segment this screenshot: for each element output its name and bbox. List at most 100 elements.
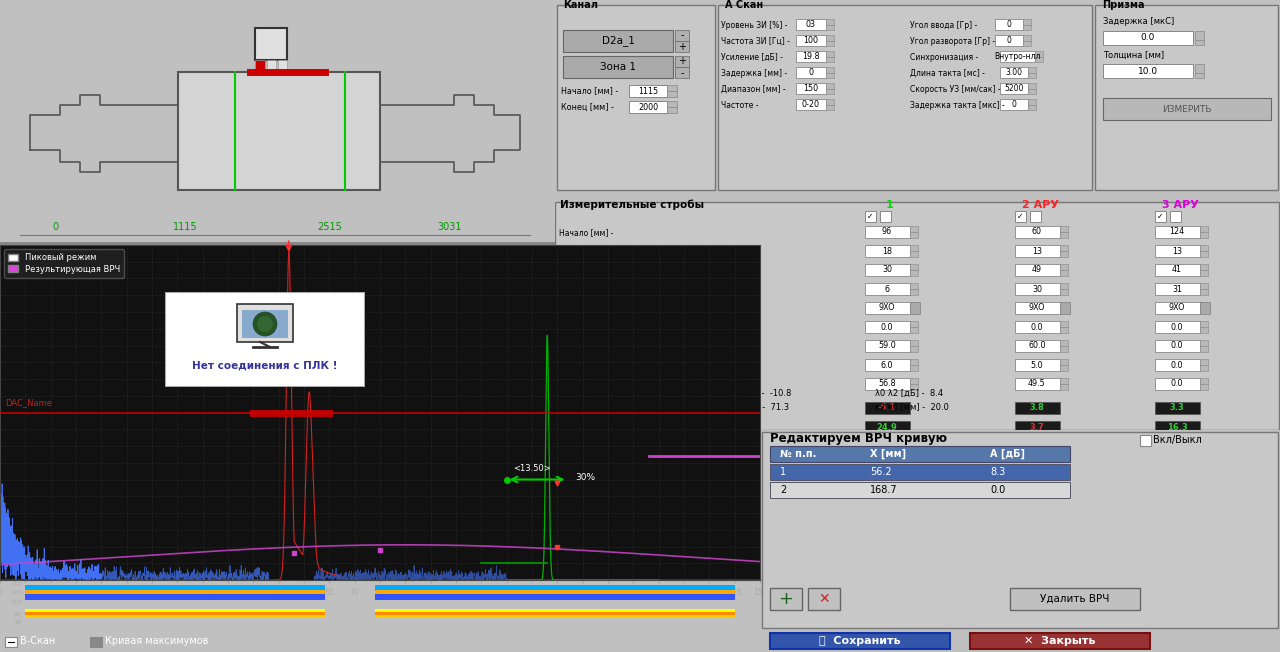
Text: 18: 18 (882, 246, 892, 256)
Bar (1060, 251, 1068, 257)
Bar (26, 590, 325, 594)
Bar (557, 5, 716, 190)
Bar (5, 637, 17, 647)
Bar (826, 104, 835, 110)
Bar (26, 585, 325, 590)
Bar (1155, 359, 1201, 371)
Circle shape (253, 312, 276, 336)
Bar (1201, 283, 1208, 289)
Bar (1155, 378, 1201, 390)
Text: Измерительные стробы: Измерительные стробы (561, 200, 704, 210)
Text: 59.0: 59.0 (878, 342, 896, 351)
Bar (1201, 251, 1208, 257)
Bar (1000, 83, 1028, 94)
Bar (910, 321, 918, 327)
Text: № п.п.: № п.п. (780, 449, 817, 459)
Text: D2a_1: D2a_1 (602, 36, 635, 46)
Bar (1028, 83, 1036, 89)
Bar (1155, 226, 1201, 238)
Text: Канал: Канал (563, 0, 598, 10)
Bar (268, 60, 276, 70)
Text: Скорость УЗ [мм/сак] -: Скорость УЗ [мм/сак] - (910, 85, 1001, 93)
Bar (667, 101, 677, 107)
Text: 49: 49 (1032, 265, 1042, 274)
Text: λ1 λ2 [дБ] -  -10.8: λ1 λ2 [дБ] - -10.8 (716, 389, 791, 398)
Text: 0.0: 0.0 (1171, 342, 1183, 351)
Bar (865, 440, 910, 452)
Bar (826, 72, 835, 78)
Text: 123.6: 123.6 (1164, 441, 1190, 451)
Text: 30: 30 (1032, 284, 1042, 293)
Text: Уровень АРУ [%] -: Уровень АРУ [%] - (559, 342, 630, 351)
Text: λ0 λ1 [дБ] -  19.2: λ0 λ1 [дБ] - 19.2 (559, 389, 632, 398)
Bar (1140, 435, 1151, 446)
Bar (1060, 283, 1068, 289)
Text: Зона 1: Зона 1 (600, 62, 636, 72)
Text: 16.3: 16.3 (1166, 422, 1188, 432)
Text: +: + (678, 42, 686, 52)
Text: Удалить ВРЧ: Удалить ВРЧ (1041, 594, 1110, 604)
Text: 100: 100 (804, 36, 818, 45)
Bar (1094, 5, 1277, 190)
Text: Длина [мм] -: Длина [мм] - (559, 248, 611, 256)
Bar (910, 327, 918, 333)
Bar (1201, 384, 1208, 390)
Bar (865, 421, 910, 433)
Bar (1060, 340, 1068, 346)
Text: 90: 90 (14, 612, 22, 617)
Bar (1060, 302, 1070, 314)
Bar (1028, 104, 1036, 110)
Text: X [мм]: X [мм] (870, 449, 906, 459)
Bar (178, 72, 380, 190)
Text: Частота ЗИ [Гц] -: Частота ЗИ [Гц] - (721, 37, 790, 46)
Bar (1060, 321, 1068, 327)
Text: ✓: ✓ (868, 212, 874, 221)
Bar (826, 89, 835, 94)
Text: 96: 96 (882, 228, 892, 237)
Text: H [мм] -: H [мм] - (559, 443, 590, 451)
Text: Частоте -: Частоте - (721, 100, 759, 110)
Bar (1201, 226, 1208, 232)
Text: κ1 κ2 [дБ] -  -56.5: κ1 κ2 [дБ] - -56.5 (559, 402, 635, 411)
Text: А [дБ]: А [дБ] (989, 449, 1025, 459)
Bar (1155, 321, 1201, 333)
Bar (375, 590, 735, 594)
Text: 2515: 2515 (317, 222, 343, 232)
Bar (1015, 283, 1060, 295)
Bar (675, 56, 689, 67)
Text: Усиление [дБ] -: Усиление [дБ] - (721, 53, 783, 61)
Text: Внутро-нлл: Внутро-нлл (995, 52, 1041, 61)
Text: Нет соединения с ПЛК !: Нет соединения с ПЛК ! (192, 360, 338, 370)
Text: 3.3: 3.3 (1170, 404, 1184, 413)
Bar (1015, 245, 1060, 257)
Bar (675, 67, 689, 78)
Bar (1060, 346, 1068, 352)
Bar (1015, 211, 1027, 222)
Bar (1201, 340, 1208, 346)
Bar (865, 245, 910, 257)
Bar (1000, 99, 1028, 110)
Bar (1155, 440, 1201, 452)
Text: 9XO: 9XO (879, 303, 895, 312)
Bar (1196, 64, 1204, 73)
Bar (1196, 73, 1204, 78)
Bar (1155, 283, 1201, 295)
Text: 0: 0 (1011, 100, 1016, 109)
Bar (910, 302, 920, 314)
Bar (796, 51, 826, 62)
Bar (26, 612, 325, 615)
Text: 58.3: 58.3 (1027, 441, 1047, 451)
Bar (628, 101, 667, 113)
Bar (375, 585, 735, 590)
Text: 0.0: 0.0 (1171, 379, 1183, 389)
Bar (910, 251, 918, 257)
Text: DAC_Name: DAC_Name (5, 398, 52, 408)
Text: 5.0: 5.0 (1030, 361, 1043, 370)
Bar (865, 226, 910, 238)
Bar (1060, 232, 1068, 238)
Text: 13: 13 (1172, 246, 1181, 256)
Text: 0: 0 (52, 222, 58, 232)
Bar (1201, 264, 1208, 270)
Text: 19.8: 19.8 (803, 52, 819, 61)
Bar (865, 264, 910, 276)
